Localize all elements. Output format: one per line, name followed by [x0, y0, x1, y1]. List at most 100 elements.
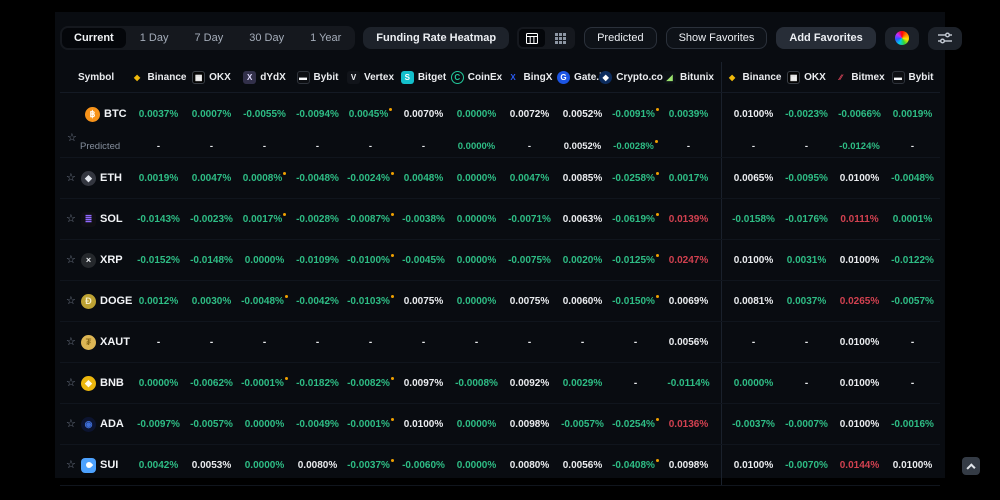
- favorite-star[interactable]: ☆: [67, 131, 77, 144]
- favorite-star[interactable]: ☆: [66, 253, 76, 266]
- rate-cell: -: [315, 336, 320, 348]
- rate-cell: 0.0020%: [562, 254, 603, 266]
- rate-cell: -0.0057%: [561, 418, 604, 430]
- settlement-marker-icon: [655, 294, 659, 298]
- rate-cell: -: [910, 140, 915, 152]
- predicted-button[interactable]: Predicted: [584, 27, 657, 49]
- rate-cell: 0.0100%: [839, 172, 880, 184]
- rate-cell: -: [156, 140, 161, 152]
- display-settings-button[interactable]: [927, 26, 962, 50]
- binance-icon: ◆: [728, 72, 736, 82]
- favorite-star[interactable]: ☆: [66, 171, 76, 184]
- symbol-name: SOL: [100, 213, 123, 225]
- symbol-cell: ☆ Ð DOGE: [60, 293, 132, 309]
- exchange-header-content: S Bitget: [397, 70, 450, 84]
- favorite-star[interactable]: ☆: [66, 212, 76, 225]
- group-divider: [720, 62, 722, 92]
- exchange-label: dYdX: [260, 71, 286, 83]
- group-divider: [720, 135, 722, 157]
- btc-coin-icon: ฿: [85, 106, 100, 122]
- grid-view-icon: [554, 32, 566, 44]
- tab-30-day[interactable]: 30 Day: [249, 32, 285, 44]
- favorite-star[interactable]: ☆: [66, 376, 76, 389]
- settlement-marker-icon: [389, 107, 393, 111]
- rate-cell: -0.0114%: [667, 377, 710, 389]
- rate-cell: -0.0048%: [891, 172, 934, 184]
- rate-cell: 0.0000%: [244, 418, 285, 430]
- rate-cell: 0.0092%: [509, 377, 550, 389]
- group-divider: [720, 322, 722, 362]
- rate-cell: -0.0008%: [455, 377, 498, 389]
- rate-cell: -0.0001%: [344, 417, 397, 430]
- rate-cell: 0.0098%: [509, 418, 550, 430]
- rate-cell: 0.0070%: [403, 108, 444, 120]
- color-palette-button[interactable]: [884, 26, 919, 50]
- app-panel: Current 1 Day 7 Day 30 Day 1 Year Funding Ra…: [55, 12, 962, 486]
- rate-cell: 0.0037%: [138, 108, 179, 120]
- rate-cell: -: [527, 336, 532, 348]
- favorite-star[interactable]: ☆: [66, 417, 76, 430]
- group-divider: [720, 240, 722, 280]
- exchange-header-okx: ▦ OKX: [185, 70, 238, 84]
- settlement-marker-icon: [390, 294, 394, 298]
- symbol-name: XRP: [100, 254, 123, 266]
- okx-icon: ▦: [787, 70, 801, 84]
- exchange-header-gate-io: G Gate.io: [556, 70, 609, 84]
- favorite-star[interactable]: ☆: [66, 294, 76, 307]
- exchange-label: Bybit: [908, 71, 934, 83]
- exchange-label: Gate.io: [574, 71, 608, 83]
- rate-cell: -: [368, 140, 373, 152]
- rate-cell: 0.0008%: [238, 171, 291, 184]
- exchange-header-bitget: S Bitget: [397, 70, 450, 84]
- table-row-eth: ☆ ◆ ETH 0.0019% 0.0047% 0.0008% -0.0048% -0.002…: [60, 158, 940, 199]
- rate-cell: -: [751, 140, 756, 152]
- favorite-star[interactable]: ☆: [66, 458, 76, 471]
- settlement-marker-icon: [655, 458, 659, 462]
- exchange-header-content: ▦ OKX: [780, 70, 833, 84]
- rate-cell: -: [156, 336, 161, 348]
- tab-1-day[interactable]: 1 Day: [139, 32, 169, 44]
- rate-cell: -0.0023%: [190, 213, 233, 225]
- add-favorites-button[interactable]: Add Favorites: [776, 27, 876, 49]
- sol-coin-icon: ≣: [81, 211, 96, 227]
- rate-cell: -: [686, 140, 691, 152]
- show-favorites-button[interactable]: Show Favorites: [665, 27, 768, 49]
- favorite-star[interactable]: ☆: [66, 335, 76, 348]
- rate-cell: -0.0254%: [609, 417, 662, 430]
- exchange-header-bitunix: ◢ Bitunix: [662, 70, 715, 84]
- rate-cell: 0.0100%: [839, 377, 880, 389]
- rate-cell: -0.0057%: [190, 418, 233, 430]
- rate-cell: -0.0048%: [238, 294, 291, 307]
- rate-cell: -: [315, 140, 320, 152]
- exchange-header-content: ▬ Bybit: [886, 70, 939, 84]
- tab-7-day[interactable]: 7 Day: [194, 32, 224, 44]
- exchange-header-bybit: ▬ Bybit: [291, 70, 344, 84]
- group-divider: [720, 404, 722, 444]
- scroll-to-top-button[interactable]: [962, 457, 980, 475]
- tab-1-year[interactable]: 1 Year: [310, 32, 342, 44]
- group-divider: [720, 93, 722, 135]
- rate-cell: 0.0098%: [668, 459, 709, 471]
- table-row-bnb: ☆ ◆ BNB 0.0000% -0.0062% -0.0001% -0.0182% -0.0…: [60, 363, 940, 404]
- exchange-label: Binance: [742, 71, 782, 83]
- rate-cell: 0.0060%: [562, 295, 603, 307]
- rate-cell: -0.0082%: [344, 376, 397, 389]
- rate-cell: 0.0042%: [138, 459, 179, 471]
- rate-cell: 0.0053%: [191, 459, 232, 471]
- rate-cell: 0.0019%: [138, 172, 179, 184]
- rate-cell: 0.0019%: [892, 108, 933, 120]
- settlement-marker-icon: [655, 107, 659, 111]
- table-view-button[interactable]: [519, 29, 546, 47]
- grid-view-button[interactable]: [547, 29, 573, 47]
- exchange-header-content: V Vertex: [344, 70, 397, 84]
- rate-cell: 0.0056%: [562, 459, 603, 471]
- tab-current[interactable]: Current: [62, 28, 126, 48]
- rate-cell: -: [209, 140, 214, 152]
- rate-cell: 0.0144%: [839, 459, 880, 471]
- exchange-label: Binance: [147, 71, 187, 83]
- table-row-xrp: ☆ × XRP -0.0152% -0.0148% 0.0000% -0.0109% -0.0…: [60, 240, 940, 281]
- doge-coin-icon: Ð: [81, 293, 96, 309]
- symbol-cell: ☆ ◆ BNB: [60, 375, 132, 391]
- funding-rate-heatmap-button[interactable]: Funding Rate Heatmap: [363, 27, 510, 49]
